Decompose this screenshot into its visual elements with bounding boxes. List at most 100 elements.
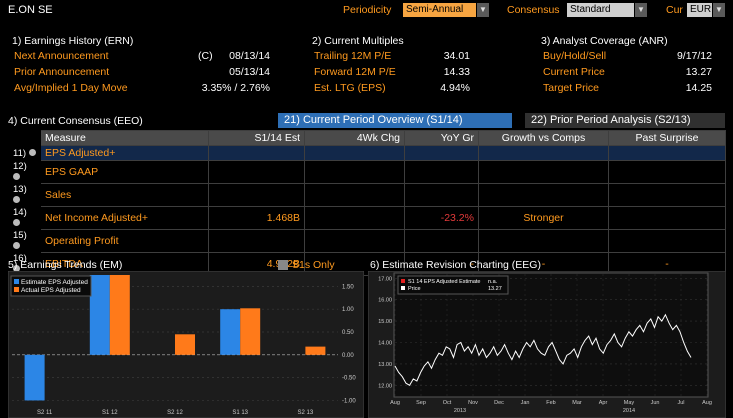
currency-select[interactable]: EUR	[687, 3, 712, 17]
column-header-measure[interactable]: Measure	[40, 130, 209, 146]
y-tick-label: 0.00	[342, 353, 354, 359]
price-line	[394, 313, 692, 386]
growth-cell	[478, 145, 609, 161]
row-number: 14)	[8, 206, 41, 230]
bar-estimate	[220, 309, 241, 355]
surprise-cell	[608, 229, 726, 253]
x-tick-label: Sep	[416, 400, 426, 406]
growth-cell	[478, 229, 609, 253]
current-consensus-title[interactable]: 4) Current Consensus (EEO)	[8, 115, 143, 127]
bullet-icon	[13, 265, 20, 272]
yoy-cell	[404, 160, 479, 184]
est-cell	[208, 145, 305, 161]
x-tick-label: S1 12	[102, 410, 118, 416]
measure-cell[interactable]: EPS Adjusted+	[40, 145, 209, 161]
current-price-label: Current Price	[543, 66, 605, 78]
legend-swatch-price	[401, 286, 405, 290]
est-cell	[208, 160, 305, 184]
consensus-table: Measure S1/14 Est 4Wk Chg YoY Gr Growth …	[8, 130, 726, 276]
column-header-past-surprise[interactable]: Past Surprise	[608, 130, 726, 146]
prior-announcement-label: Prior Announcement	[14, 66, 110, 78]
periodicity-dropdown-icon[interactable]: ▼	[477, 3, 489, 17]
currency-dropdown-icon[interactable]: ▼	[713, 3, 725, 17]
surprise-cell	[608, 160, 726, 184]
legend-label-price: Price	[408, 286, 421, 292]
table-row[interactable]: 13) Sales	[8, 183, 726, 207]
table-row[interactable]: 12) EPS GAAP	[8, 160, 726, 184]
x-tick-label: S2 12	[167, 410, 183, 416]
measure-cell[interactable]: Net Income Adjusted+	[40, 206, 209, 230]
x-tick-label: Mar	[572, 400, 582, 406]
earnings-trends-chart: 1.50 1.00 0.50 0.00 -0.50 -1.00 S2 11 S1 12 S2 1…	[8, 271, 364, 418]
chg-cell	[304, 160, 405, 184]
top-bar	[0, 0, 733, 22]
x-year-label: 2014	[623, 408, 635, 414]
next-announcement-prefix: (C)	[198, 50, 213, 62]
current-multiples-title[interactable]: 2) Current Multiples	[312, 35, 404, 47]
periodicity-select[interactable]: Semi-Annual	[403, 3, 476, 17]
x-year-label: 2013	[454, 408, 466, 414]
column-header-yoy-gr[interactable]: YoY Gr	[404, 130, 479, 146]
column-header-est[interactable]: S1/14 Est	[208, 130, 305, 146]
x-tick-label: Oct	[443, 400, 452, 406]
bar-actual	[109, 275, 130, 355]
periodicity-label: Periodicity	[343, 4, 392, 16]
avg-implied-move-value: 3.35% / 2.76%	[201, 82, 270, 94]
row-number: 11)	[8, 145, 41, 161]
earnings-trends-title[interactable]: 5) Earnings Trends (EM)	[8, 259, 123, 271]
legend-label-estimate: Estimate EPS Adjusted	[21, 279, 88, 286]
surprise-cell	[608, 206, 726, 230]
tab-current-period-overview[interactable]: 21) Current Period Overview (S1/14)	[278, 113, 512, 128]
growth-cell	[478, 160, 609, 184]
buy-hold-sell-label: Buy/Hold/Sell	[543, 50, 607, 62]
y-tick-label: -1.00	[342, 398, 356, 404]
forward-pe-label: Forward 12M P/E	[314, 66, 396, 78]
measure-cell[interactable]: Operating Profit	[40, 229, 209, 253]
y-tick-label: 1.50	[342, 284, 354, 290]
bullet-icon	[13, 173, 20, 180]
target-price-value: 14.25	[685, 82, 712, 94]
table-row[interactable]: 15) Operating Profit	[8, 229, 726, 253]
est-cell	[208, 229, 305, 253]
legend-swatch-actual	[14, 287, 19, 292]
y-tick-label: 15.00	[378, 319, 392, 325]
bullet-icon	[28, 148, 36, 156]
table-row[interactable]: 11) EPS Adjusted+	[8, 145, 726, 161]
est-cell: 1.468B	[208, 206, 305, 230]
consensus-label: Consensus	[507, 4, 560, 16]
row-number: 12)	[8, 160, 41, 184]
consensus-select[interactable]: Standard	[567, 3, 634, 17]
earnings-history-title[interactable]: 1) Earnings History (ERN)	[12, 35, 134, 47]
legend-swatch-estimate	[401, 279, 405, 283]
y-tick-label: 13.00	[378, 362, 392, 368]
x-tick-label: Feb	[546, 400, 555, 406]
bullet-icon	[13, 219, 20, 226]
next-announcement-label: Next Announcement	[14, 50, 109, 62]
measure-cell[interactable]: Sales	[40, 183, 209, 207]
row-number: 15)	[8, 229, 41, 253]
estimate-revision-chart: 17.00 16.00 15.00 14.00 13.00 12.00 Aug Sep Oct N…	[368, 271, 726, 418]
table-row[interactable]: 14) Net Income Adjusted+ 1.468B -23.2% S…	[8, 206, 726, 230]
tab-prior-period-analysis[interactable]: 22) Prior Period Analysis (S2/13)	[525, 113, 725, 128]
chg-cell	[304, 206, 405, 230]
bar-estimate	[89, 275, 110, 355]
y-tick-label: 12.00	[378, 383, 392, 389]
consensus-dropdown-icon[interactable]: ▼	[635, 3, 647, 17]
chart-legend: Estimate EPS Adjusted Actual EPS Adjuste…	[10, 275, 92, 297]
analyst-coverage-title[interactable]: 3) Analyst Coverage (ANR)	[541, 35, 668, 47]
forward-pe-value: 14.33	[443, 66, 470, 78]
column-header-growth-vs-comps[interactable]: Growth vs Comps	[478, 130, 609, 146]
x-tick-label: Aug	[390, 400, 400, 406]
y-tick-label: 1.00	[342, 307, 354, 313]
x-tick-label: Apr	[599, 400, 608, 406]
chart-legend: S1 14 EPS Adjusted Estimate n.a. Price 1…	[397, 275, 509, 295]
column-header-4wk-chg[interactable]: 4Wk Chg	[304, 130, 405, 146]
estimate-revision-title[interactable]: 6) Estimate Revision Charting (EEG)	[370, 259, 541, 271]
growth-cell: Stronger	[478, 206, 609, 230]
legend-swatch-estimate	[14, 279, 19, 284]
measure-cell[interactable]: EPS GAAP	[40, 160, 209, 184]
legend-value-price: 13.27	[488, 286, 502, 292]
avg-implied-move-label: Avg/Implied 1 Day Move	[14, 82, 128, 94]
x-tick-label: Dec	[494, 400, 504, 406]
s1s-only-checkbox[interactable]	[278, 260, 288, 270]
